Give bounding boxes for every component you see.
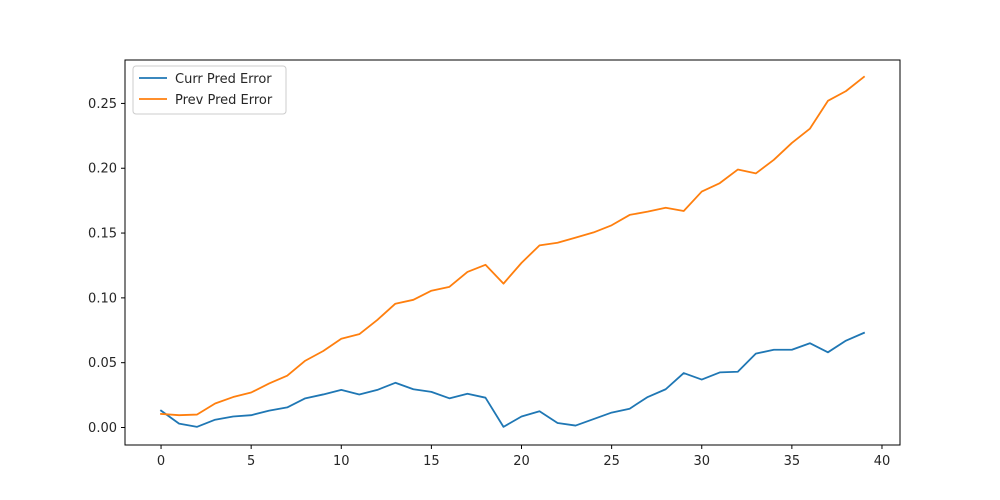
legend-label-prev-pred-error: Prev Pred Error — [175, 93, 273, 108]
x-axis: 0 5 10 15 20 25 30 35 40 — [157, 445, 890, 469]
axes-frame — [124, 59, 901, 446]
x-tick-label: 5 — [247, 454, 255, 469]
legend: Curr Pred Error Prev Pred Error — [132, 65, 287, 115]
series-line-prev-pred-error — [160, 75, 866, 417]
x-tick-label: 0 — [157, 454, 165, 469]
y-axis: 0.00 0.05 0.10 0.15 0.20 0.25 — [88, 97, 125, 436]
y-tick-label: 0.05 — [88, 356, 117, 371]
x-tick-label: 40 — [874, 454, 891, 469]
x-tick-label: 15 — [423, 454, 440, 469]
series-layer — [159, 75, 866, 428]
y-tick-label: 0.25 — [88, 97, 117, 112]
y-tick-label: 0.20 — [88, 162, 117, 177]
y-tick-label: 0.15 — [88, 227, 117, 242]
x-tick-label: 20 — [513, 454, 530, 469]
legend-box — [132, 65, 287, 115]
y-tick-label: 0.10 — [88, 291, 117, 306]
legend-label-curr-pred-error: Curr Pred Error — [175, 72, 272, 87]
x-tick-label: 35 — [784, 454, 801, 469]
series-line-curr-pred-error — [159, 331, 866, 428]
x-tick-label: 30 — [693, 454, 710, 469]
x-tick-label: 10 — [333, 454, 350, 469]
plot-area — [125, 60, 900, 445]
x-tick-label: 25 — [603, 454, 620, 469]
y-tick-label: 0.00 — [88, 421, 117, 436]
